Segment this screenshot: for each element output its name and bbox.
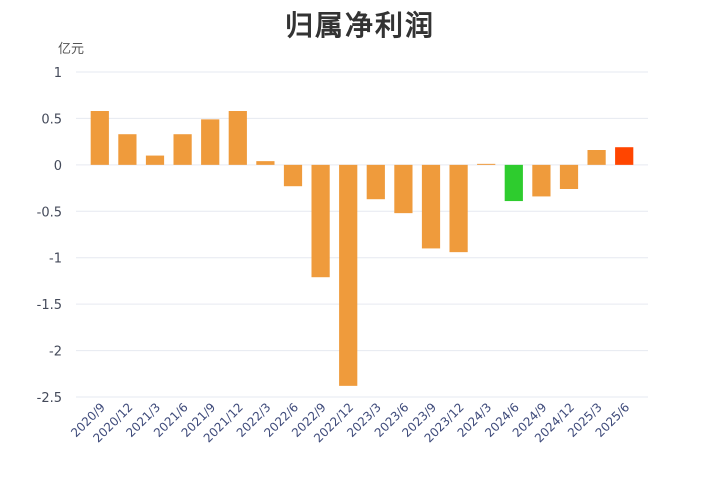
y-tick-label: -0.5 — [37, 205, 62, 220]
y-axis-unit-label: 亿元 — [58, 42, 85, 57]
y-tick-label: -1.5 — [37, 298, 62, 313]
y-tick-label: -1 — [49, 252, 62, 267]
bar-2022-3 — [256, 161, 275, 165]
bar-2020-9 — [90, 111, 109, 165]
y-tick-label: -2 — [49, 345, 62, 360]
bar-2023-3 — [366, 164, 385, 200]
bar-2024-12 — [559, 164, 579, 189]
bar-2024-9 — [532, 164, 551, 197]
bar-2024-3 — [477, 163, 496, 165]
bar-2022-9 — [311, 164, 330, 278]
bar-2021-6 — [173, 134, 192, 165]
bar-2023-6 — [394, 164, 413, 214]
bar-2024-6 — [504, 164, 523, 202]
bar-2022-12 — [339, 164, 358, 386]
y-tick-label: 0.5 — [41, 112, 62, 127]
bar-2023-12 — [449, 164, 468, 253]
chart-title: 归属净利润 — [284, 9, 435, 42]
y-tick-label: 1 — [54, 66, 62, 81]
bar-2025-3 — [587, 150, 606, 165]
bar-2022-6 — [283, 164, 303, 187]
bar-2021-9 — [201, 119, 220, 165]
bar-2023-9 — [421, 164, 441, 249]
bar-2025-6 — [615, 147, 634, 165]
bar-2020-12 — [118, 134, 137, 165]
bar-2021-3 — [145, 155, 165, 165]
y-tick-label: 0 — [54, 159, 62, 174]
bar-2021-12 — [228, 111, 247, 165]
y-tick-label: -2.5 — [37, 391, 62, 406]
